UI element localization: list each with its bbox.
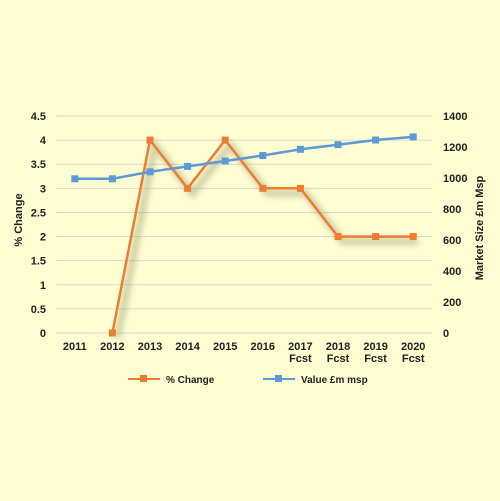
data-point (409, 133, 417, 141)
data-point (372, 136, 380, 144)
data-point (334, 233, 342, 241)
x-tick-label: Fcst (289, 353, 312, 365)
left-tick-label: 0 (40, 328, 46, 340)
data-point (184, 162, 192, 170)
data-point (259, 152, 267, 160)
data-point (334, 141, 342, 149)
right-tick-label: 1400 (443, 111, 467, 123)
left-tick-label: 4 (40, 135, 47, 147)
right-axis-title: Market Size £m Msp (474, 175, 486, 280)
left-tick-label: 3.5 (31, 159, 46, 171)
left-axis-ticks: 0 0.5 1 1.5 2 2.5 3 3.5 4 4.5 (31, 111, 47, 340)
legend-item-pct-change: % Change (128, 375, 215, 386)
right-tick-label: 1200 (443, 142, 467, 154)
legend: % Change Value £m msp (128, 375, 368, 386)
series-pct-change (108, 136, 419, 339)
legend-marker-value (275, 375, 282, 382)
data-point (259, 184, 267, 192)
left-tick-label: 2.5 (31, 207, 46, 219)
right-axis-ticks: 0 200 400 600 800 1000 1200 1400 (443, 111, 467, 340)
right-tick-label: 200 (443, 297, 461, 309)
data-point (146, 168, 154, 176)
data-point (108, 175, 116, 183)
x-tick-label: 2014 (175, 341, 200, 353)
data-point (372, 233, 380, 241)
data-point (108, 329, 116, 337)
x-tick-label: 2015 (213, 341, 237, 353)
x-axis-ticks: 2011 2012 2013 2014 2015 2016 2017Fcst2018Fcst… (63, 341, 426, 365)
left-tick-label: 1 (40, 280, 46, 292)
data-point (71, 175, 79, 183)
legend-label-value: Value £m msp (301, 375, 368, 386)
x-tick-label: Fcst (402, 353, 425, 365)
left-tick-label: 4.5 (31, 111, 46, 123)
left-tick-label: 1.5 (31, 256, 46, 268)
x-tick-label: 2020 (401, 341, 425, 353)
data-point (221, 157, 229, 165)
series-value (71, 133, 417, 183)
x-tick-label: 2019 (363, 341, 387, 353)
data-point (409, 233, 417, 241)
data-point (296, 184, 304, 192)
x-tick-label: 2012 (100, 341, 124, 353)
legend-item-value: Value £m msp (263, 375, 368, 386)
x-tick-label: 2011 (63, 341, 87, 353)
data-point (296, 145, 304, 153)
data-point (184, 184, 192, 192)
x-tick-label: 2013 (138, 341, 162, 353)
series-line (74, 135, 414, 181)
right-tick-label: 0 (443, 328, 449, 340)
series-layer (71, 133, 419, 339)
legend-label-pct-change: % Change (166, 375, 215, 386)
gridlines (56, 115, 432, 334)
left-tick-label: 3 (40, 183, 46, 195)
x-tick-label: Fcst (327, 353, 350, 365)
data-point (146, 136, 154, 144)
x-tick-label: 2016 (251, 341, 275, 353)
right-tick-label: 400 (443, 266, 461, 278)
legend-marker-pct-change (140, 375, 147, 382)
left-axis-title: % Change (13, 193, 25, 246)
x-tick-label: 2018 (326, 341, 350, 353)
right-tick-label: 800 (443, 204, 461, 216)
right-tick-label: 1000 (443, 173, 467, 185)
x-tick-label: 2017 (288, 341, 312, 353)
left-tick-label: 2 (40, 232, 46, 244)
right-tick-label: 600 (443, 235, 461, 247)
data-point (221, 136, 229, 144)
left-tick-label: 0.5 (31, 304, 46, 316)
x-tick-label: Fcst (364, 353, 387, 365)
